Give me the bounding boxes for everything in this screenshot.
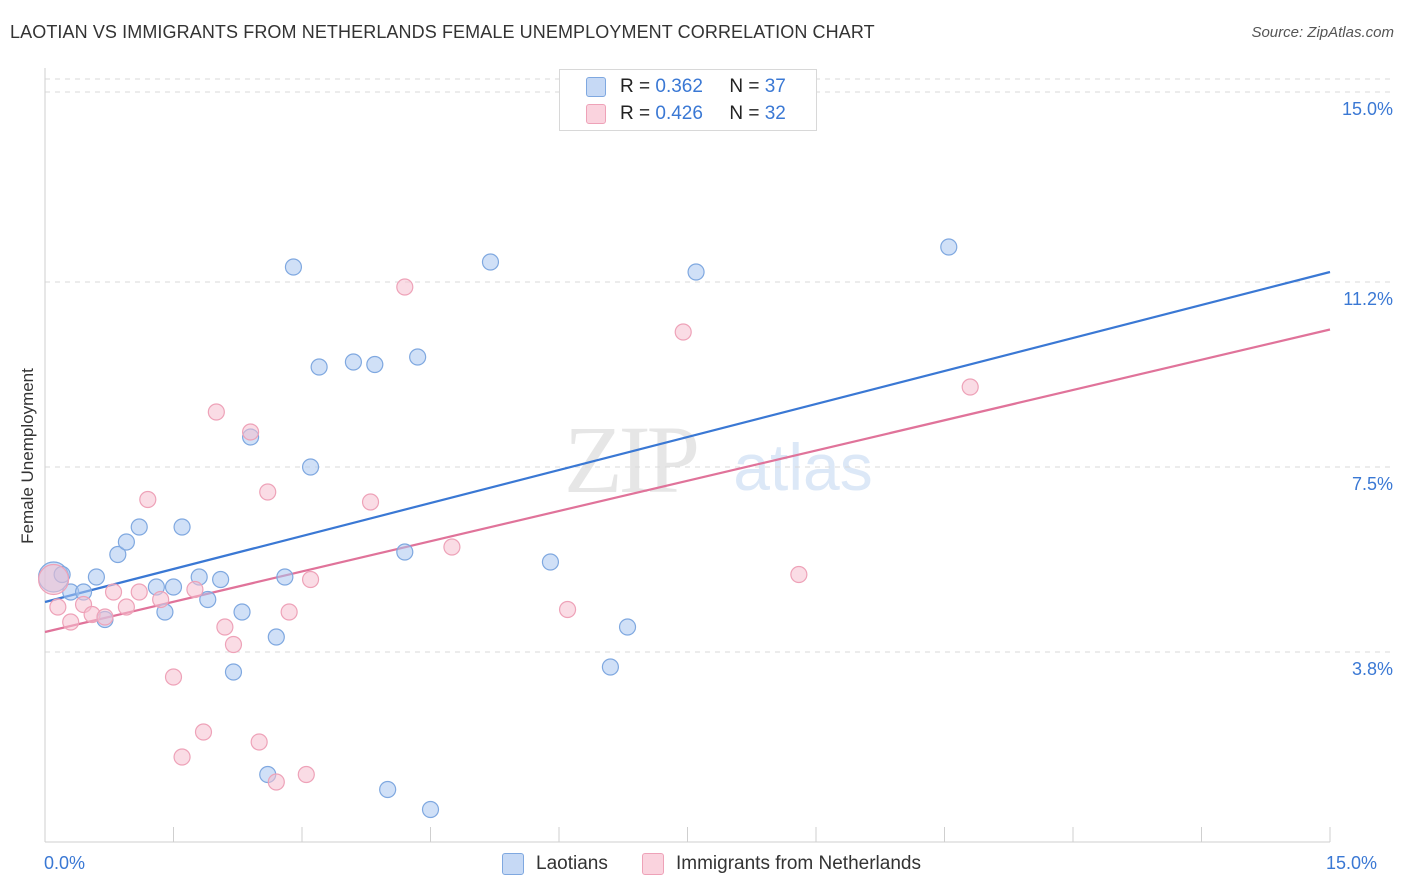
netherlands-point-6 bbox=[104, 583, 123, 601]
watermark: ZIP atlas bbox=[564, 406, 873, 513]
netherlands-point-26 bbox=[396, 278, 414, 296]
netherlands-point-1 bbox=[49, 598, 67, 616]
netherlands-point-25 bbox=[361, 493, 380, 511]
netherlands-point-8 bbox=[130, 583, 148, 601]
laotians-r-value: 0.362 bbox=[655, 76, 703, 97]
netherlands-point-21 bbox=[267, 773, 285, 791]
netherlands-point-23 bbox=[297, 765, 315, 784]
netherlands-swatch bbox=[586, 104, 606, 124]
laotians-point-7 bbox=[117, 533, 135, 551]
laotians-point-15 bbox=[212, 570, 230, 589]
laotians-point-25 bbox=[344, 353, 362, 371]
laotians-legend-swatch bbox=[502, 853, 524, 875]
laotians-point-11 bbox=[164, 578, 183, 596]
netherlands-point-27 bbox=[443, 538, 461, 556]
laotians-swatch bbox=[586, 77, 606, 97]
laotians-point-21 bbox=[276, 568, 294, 586]
laotians-point-35 bbox=[687, 263, 705, 281]
stats-legend: R = 0.362 N = 37 R = 0.426 N = 32 bbox=[559, 69, 817, 131]
source-credit: Source: ZipAtlas.com bbox=[1251, 24, 1394, 41]
y-tick-label-2: 11.2% bbox=[1343, 289, 1393, 309]
x-tick-label-min: 0.0% bbox=[44, 853, 86, 873]
netherlands-point-9 bbox=[139, 490, 157, 509]
netherlands-point-15 bbox=[207, 403, 225, 421]
netherlands-point-30 bbox=[790, 565, 808, 584]
netherlands-point-22 bbox=[280, 603, 298, 621]
netherlands-trend-line bbox=[44, 328, 1331, 634]
netherlands-legend-label: Immigrants from Netherlands bbox=[676, 853, 921, 874]
laotians-point-36 bbox=[940, 238, 958, 256]
netherlands-point-17 bbox=[224, 635, 243, 654]
netherlands-point-16 bbox=[216, 618, 234, 636]
netherlands-legend-swatch bbox=[642, 853, 664, 875]
watermark-zip: ZIP bbox=[564, 406, 697, 513]
laotians-point-27 bbox=[379, 780, 397, 799]
laotians-point-33 bbox=[601, 658, 620, 676]
netherlands-point-10 bbox=[152, 590, 170, 609]
laotians-point-32 bbox=[541, 553, 560, 571]
chart-title: LAOTIAN VS IMMIGRANTS FROM NETHERLANDS F… bbox=[10, 22, 875, 42]
laotians-point-29 bbox=[409, 348, 427, 366]
laotians-point-8 bbox=[130, 518, 148, 536]
r-label: R = bbox=[620, 76, 651, 97]
laotians-point-28 bbox=[396, 543, 414, 561]
r-label: R = bbox=[620, 103, 651, 124]
netherlands-n-value: 32 bbox=[764, 103, 786, 124]
laotians-point-17 bbox=[233, 603, 251, 621]
laotians-point-16 bbox=[224, 663, 243, 681]
netherlands-point-5 bbox=[96, 608, 114, 626]
data-points bbox=[37, 238, 979, 819]
laotians-point-24 bbox=[310, 358, 328, 376]
netherlands-point-11 bbox=[164, 668, 183, 686]
netherlands-point-12 bbox=[173, 748, 191, 766]
laotians-point-34 bbox=[618, 618, 637, 636]
laotians-point-6 bbox=[109, 545, 127, 564]
laotians-point-22 bbox=[284, 258, 303, 276]
netherlands-point-0 bbox=[37, 563, 70, 596]
laotians-point-23 bbox=[301, 458, 320, 476]
netherlands-point-2 bbox=[62, 613, 80, 631]
legend-item-netherlands: Immigrants from Netherlands bbox=[642, 851, 921, 877]
netherlands-point-7 bbox=[117, 598, 135, 616]
axes bbox=[44, 68, 1331, 843]
laotians-point-30 bbox=[421, 800, 440, 819]
netherlands-point-18 bbox=[242, 423, 260, 441]
netherlands-point-28 bbox=[558, 600, 577, 619]
laotians-n-value: 37 bbox=[764, 76, 786, 97]
gridlines bbox=[45, 78, 1395, 653]
laotians-point-14 bbox=[199, 590, 217, 609]
netherlands-point-20 bbox=[259, 483, 277, 501]
laotians-point-31 bbox=[481, 253, 500, 271]
laotians-point-20 bbox=[267, 628, 285, 646]
netherlands-point-19 bbox=[250, 733, 268, 751]
y-tick-label-0: 3.8% bbox=[1351, 659, 1393, 679]
laotians-trend-line bbox=[44, 270, 1331, 604]
n-label: N = bbox=[729, 103, 760, 124]
netherlands-point-24 bbox=[301, 570, 320, 589]
laotians-point-26 bbox=[366, 355, 384, 374]
laotians-legend-label: Laotians bbox=[536, 853, 608, 874]
laotians-point-12 bbox=[173, 518, 191, 536]
netherlands-r-value: 0.426 bbox=[655, 103, 703, 124]
trend-lines bbox=[44, 270, 1331, 634]
netherlands-point-13 bbox=[186, 580, 204, 599]
netherlands-point-31 bbox=[961, 378, 979, 396]
n-label: N = bbox=[729, 76, 760, 97]
y-tick-label-3: 15.0% bbox=[1341, 99, 1393, 119]
laotians-point-4 bbox=[87, 568, 106, 586]
netherlands-point-29 bbox=[674, 323, 692, 341]
netherlands-point-14 bbox=[194, 723, 213, 741]
y-tick-label-1: 7.5% bbox=[1351, 474, 1393, 494]
x-tick-label-max: 15.0% bbox=[1326, 853, 1378, 873]
legend-item-laotians: Laotians bbox=[502, 851, 608, 877]
